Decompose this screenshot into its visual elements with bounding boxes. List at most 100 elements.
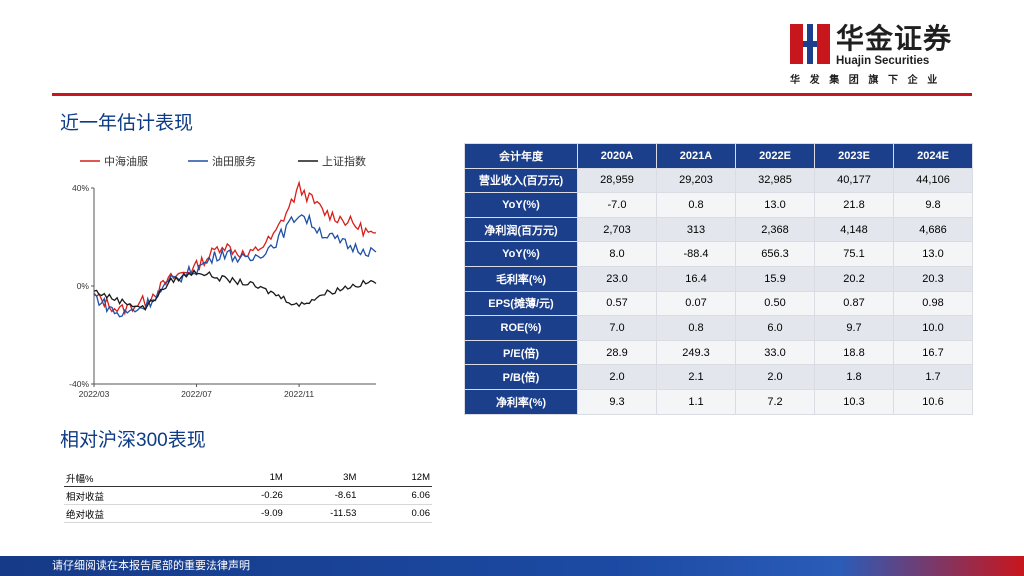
x-tick-label: 2022/03 xyxy=(79,389,110,399)
table-cell: 21.8 xyxy=(814,192,894,218)
table-cell: 8.0 xyxy=(577,241,657,267)
table-row: P/B(倍) 2.0 2.1 2.0 1.8 1.7 xyxy=(464,364,973,390)
table-cell: 9.3 xyxy=(577,388,657,415)
table-header-row: 会计年度 2020A 2021A 2022E 2023E 2024E xyxy=(464,143,973,169)
footer-disclaimer: 请仔细阅读在本报告尾部的重要法律声明 xyxy=(52,560,250,572)
table-cell: 0.57 xyxy=(577,290,657,317)
performance-chart: 40% 0% -40% 2022/03 2022/07 2022/11 中海油服 油田服务 上证… xyxy=(58,148,390,410)
table-row: 净利润(百万元) 2,703 313 2,368 4,148 4,686 xyxy=(464,216,973,243)
brand-name-en: Huajin Securities xyxy=(836,55,930,67)
y-tick-label: 40% xyxy=(72,183,89,193)
table-cell: 13.0 xyxy=(735,192,815,218)
table-header-cell: 2021A xyxy=(656,143,736,169)
table-cell: 313 xyxy=(656,216,736,243)
brand-logo: 华金证券 Huajin Securities 华发集团旗下企业 xyxy=(790,22,970,92)
financial-forecast-table: 会计年度 2020A 2021A 2022E 2023E 2024E 营业收入(百万元) 2… xyxy=(464,143,973,415)
x-tick-label: 2022/11 xyxy=(284,389,314,399)
rel-header-cell: 1M xyxy=(211,469,285,487)
row-label: ROE(%) xyxy=(464,315,578,341)
table-cell: 44,106 xyxy=(893,167,973,194)
table-row: EPS(摊薄/元) 0.57 0.07 0.50 0.87 0.98 xyxy=(464,290,973,317)
row-label: P/B(倍) xyxy=(464,364,578,390)
rel-header-cell: 12M xyxy=(358,469,432,487)
rel-cell: -0.26 xyxy=(211,486,285,505)
brand-tagline: 华发集团旗下企业 xyxy=(790,75,947,86)
rel-row-label: 相对收益 xyxy=(64,486,212,505)
rel-header-cell: 3M xyxy=(284,469,359,487)
series-line xyxy=(93,269,377,311)
table-header-cell: 2024E xyxy=(893,143,973,169)
table-cell: 10.3 xyxy=(814,388,894,415)
row-label: EPS(摊薄/元) xyxy=(464,290,578,317)
rel-cell: -9.09 xyxy=(211,504,285,523)
table-header-cell: 2020A xyxy=(577,143,657,169)
table-cell: 15.9 xyxy=(735,265,815,292)
table-row: YoY(%) -7.0 0.8 13.0 21.8 9.8 xyxy=(464,192,973,218)
table-header-cell: 2023E xyxy=(814,143,894,169)
table-cell: 4,686 xyxy=(893,216,973,243)
table-cell: 16.7 xyxy=(893,339,973,366)
footer-bar: 请仔细阅读在本报告尾部的重要法律声明 xyxy=(0,556,1024,576)
table-cell: 16.4 xyxy=(656,265,736,292)
rel-header-cell: 升幅% xyxy=(64,469,212,487)
brand-name-cn: 华金证券 xyxy=(836,23,953,54)
table-cell: 0.87 xyxy=(814,290,894,317)
row-label: 净利润(百万元) xyxy=(464,216,578,243)
table-cell: 10.6 xyxy=(893,388,973,415)
relative-section-title: 相对沪深300表现 xyxy=(60,430,206,451)
table-cell: 23.0 xyxy=(577,265,657,292)
table-cell: 249.3 xyxy=(656,339,736,366)
table-cell: 0.98 xyxy=(893,290,973,317)
legend-label: 上证指数 xyxy=(322,154,366,168)
series-line xyxy=(93,213,377,318)
rel-row: 绝对收益 -9.09 -11.53 0.06 xyxy=(64,504,432,523)
table-cell: 20.2 xyxy=(814,265,894,292)
table-cell: 1.1 xyxy=(656,388,736,415)
table-cell: 7.0 xyxy=(577,315,657,341)
valuation-section-title: 近一年估计表现 xyxy=(60,113,194,134)
legend-label: 油田服务 xyxy=(212,154,256,168)
table-cell: 6.0 xyxy=(735,315,815,341)
table-cell: 32,985 xyxy=(735,167,815,194)
table-cell: 2,703 xyxy=(577,216,657,243)
table-cell: 9.8 xyxy=(893,192,973,218)
table-cell: 7.2 xyxy=(735,388,815,415)
table-cell: 0.8 xyxy=(656,315,736,341)
rel-cell: -8.61 xyxy=(284,486,359,505)
legend-label: 中海油服 xyxy=(104,154,148,168)
table-row: 营业收入(百万元) 28,959 29,203 32,985 40,177 44,106 xyxy=(464,167,973,194)
table-cell: 13.0 xyxy=(893,241,973,267)
header-rule xyxy=(52,93,972,96)
rel-cell: -11.53 xyxy=(284,504,359,523)
table-cell: 29,203 xyxy=(656,167,736,194)
row-label: P/E(倍) xyxy=(464,339,578,366)
y-tick-label: 0% xyxy=(77,281,90,291)
table-cell: 0.8 xyxy=(656,192,736,218)
table-cell: 20.3 xyxy=(893,265,973,292)
table-cell: 18.8 xyxy=(814,339,894,366)
rel-row: 相对收益 -0.26 -8.61 6.06 xyxy=(64,486,432,505)
rel-row-label: 绝对收益 xyxy=(64,504,212,523)
row-label: 营业收入(百万元) xyxy=(464,167,578,194)
table-cell: 2.0 xyxy=(735,364,815,390)
table-row: P/E(倍) 28.9 249.3 33.0 18.8 16.7 xyxy=(464,339,973,366)
series-line xyxy=(93,180,376,316)
table-cell: 75.1 xyxy=(814,241,894,267)
table-cell: 4,148 xyxy=(814,216,894,243)
table-cell: 1.8 xyxy=(814,364,894,390)
row-label: YoY(%) xyxy=(464,241,578,267)
table-cell: 9.7 xyxy=(814,315,894,341)
x-tick-label: 2022/07 xyxy=(181,389,212,399)
table-row: 毛利率(%) 23.0 16.4 15.9 20.2 20.3 xyxy=(464,265,973,292)
table-cell: 10.0 xyxy=(893,315,973,341)
table-header-cell: 2022E xyxy=(735,143,815,169)
table-cell: 28,959 xyxy=(577,167,657,194)
table-cell: 2,368 xyxy=(735,216,815,243)
table-cell: 0.50 xyxy=(735,290,815,317)
table-row: 净利率(%) 9.3 1.1 7.2 10.3 10.6 xyxy=(464,388,973,415)
table-cell: 2.1 xyxy=(656,364,736,390)
relative-return-table: 升幅% 1M 3M 12M 相对收益 -0.26 -8.61 6.06 绝对收益 -9.09 -1… xyxy=(64,469,432,523)
row-label: 毛利率(%) xyxy=(464,265,578,292)
y-tick-label: -40% xyxy=(69,379,89,389)
table-cell: -7.0 xyxy=(577,192,657,218)
